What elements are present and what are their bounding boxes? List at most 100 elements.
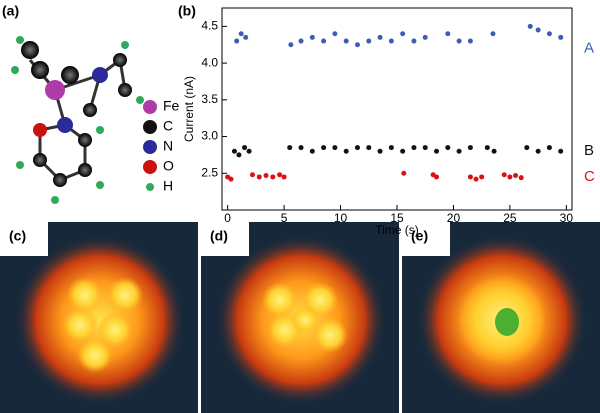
legend-swatch bbox=[146, 183, 154, 191]
data-point bbox=[228, 176, 234, 182]
y-tick-label: 4.0 bbox=[201, 55, 218, 69]
y-tick-label: 3.5 bbox=[201, 92, 218, 106]
x-tick-label: 5 bbox=[281, 211, 288, 225]
x-axis-label: Time (s) bbox=[375, 223, 419, 237]
y-tick-label: 4.5 bbox=[201, 19, 218, 33]
data-point bbox=[263, 172, 269, 178]
data-point bbox=[456, 148, 462, 154]
data-point bbox=[243, 34, 249, 40]
data-point bbox=[507, 174, 513, 180]
data-point bbox=[366, 38, 372, 44]
data-point bbox=[309, 34, 315, 40]
legend-label: H bbox=[163, 178, 173, 194]
legend-label: O bbox=[163, 158, 174, 174]
panel-label: (b) bbox=[178, 3, 196, 19]
y-axis-label: Current (nA) bbox=[182, 76, 196, 142]
data-point bbox=[411, 38, 417, 44]
plot-frame bbox=[221, 7, 573, 211]
legend-label: Fe bbox=[163, 98, 180, 114]
legend-swatch bbox=[143, 120, 157, 134]
data-point bbox=[354, 42, 360, 48]
data-point bbox=[558, 34, 564, 40]
data-point bbox=[558, 148, 564, 154]
data-point bbox=[546, 31, 552, 37]
data-point bbox=[491, 148, 497, 154]
data-point bbox=[467, 38, 473, 44]
data-point bbox=[524, 145, 530, 151]
data-point bbox=[321, 38, 327, 44]
data-point bbox=[321, 145, 327, 151]
data-point bbox=[298, 145, 304, 151]
panel-label: (d) bbox=[210, 228, 228, 244]
data-point bbox=[354, 145, 360, 151]
data-point bbox=[434, 174, 440, 180]
data-point bbox=[249, 172, 255, 178]
data-point bbox=[467, 145, 473, 151]
data-point bbox=[377, 34, 383, 40]
x-tick-label: 0 bbox=[224, 211, 231, 225]
x-tick-label: 25 bbox=[503, 211, 517, 225]
data-point bbox=[546, 145, 552, 151]
data-point bbox=[277, 172, 283, 178]
y-tick-label: 2.5 bbox=[201, 165, 218, 179]
data-point bbox=[242, 145, 248, 151]
data-point bbox=[467, 174, 473, 180]
legend-swatch bbox=[143, 100, 157, 114]
data-point bbox=[388, 38, 394, 44]
data-point bbox=[490, 31, 496, 37]
data-point bbox=[287, 145, 293, 151]
data-point bbox=[411, 145, 417, 151]
data-point bbox=[501, 172, 507, 178]
x-tick-label: 20 bbox=[447, 211, 461, 225]
data-point bbox=[298, 38, 304, 44]
data-point bbox=[422, 34, 428, 40]
data-point bbox=[400, 31, 406, 37]
data-point bbox=[479, 174, 485, 180]
panel-label: (e) bbox=[411, 228, 428, 244]
state-label: A bbox=[584, 39, 594, 56]
stm-images bbox=[0, 222, 600, 413]
data-point bbox=[343, 38, 349, 44]
data-point bbox=[456, 38, 462, 44]
data-point bbox=[434, 148, 440, 154]
panel-label: (c) bbox=[9, 228, 26, 244]
data-point bbox=[400, 148, 406, 154]
data-point bbox=[238, 31, 244, 37]
data-point bbox=[332, 145, 338, 151]
data-point bbox=[535, 148, 541, 154]
data-point bbox=[234, 38, 240, 44]
data-point bbox=[388, 145, 394, 151]
panel-label: (a) bbox=[2, 3, 19, 19]
legend-swatch bbox=[143, 160, 157, 174]
data-point bbox=[422, 145, 428, 151]
label-box bbox=[402, 222, 450, 256]
atoms bbox=[11, 36, 144, 204]
data-point bbox=[309, 148, 315, 154]
data-point bbox=[513, 172, 519, 178]
data-point bbox=[366, 145, 372, 151]
state-label: B bbox=[584, 142, 594, 159]
data-point bbox=[288, 42, 294, 48]
data-point bbox=[445, 145, 451, 151]
x-tick-label: 30 bbox=[560, 211, 574, 225]
y-tick-label: 3.0 bbox=[201, 129, 218, 143]
data-point bbox=[535, 27, 541, 33]
legend-label: N bbox=[163, 138, 173, 154]
data-point bbox=[484, 145, 490, 151]
data-point bbox=[231, 148, 237, 154]
label-box bbox=[0, 222, 48, 256]
data-point bbox=[236, 152, 242, 158]
legend-label: C bbox=[163, 118, 173, 134]
x-tick-label: 15 bbox=[390, 211, 404, 225]
data-point bbox=[473, 176, 479, 182]
data-point bbox=[377, 148, 383, 154]
state-label: C bbox=[584, 168, 595, 185]
legend-swatch bbox=[143, 140, 157, 154]
data-point bbox=[518, 175, 524, 181]
data-point bbox=[527, 23, 533, 29]
label-box bbox=[201, 222, 249, 256]
data-point bbox=[401, 170, 407, 176]
data-point bbox=[281, 174, 287, 180]
